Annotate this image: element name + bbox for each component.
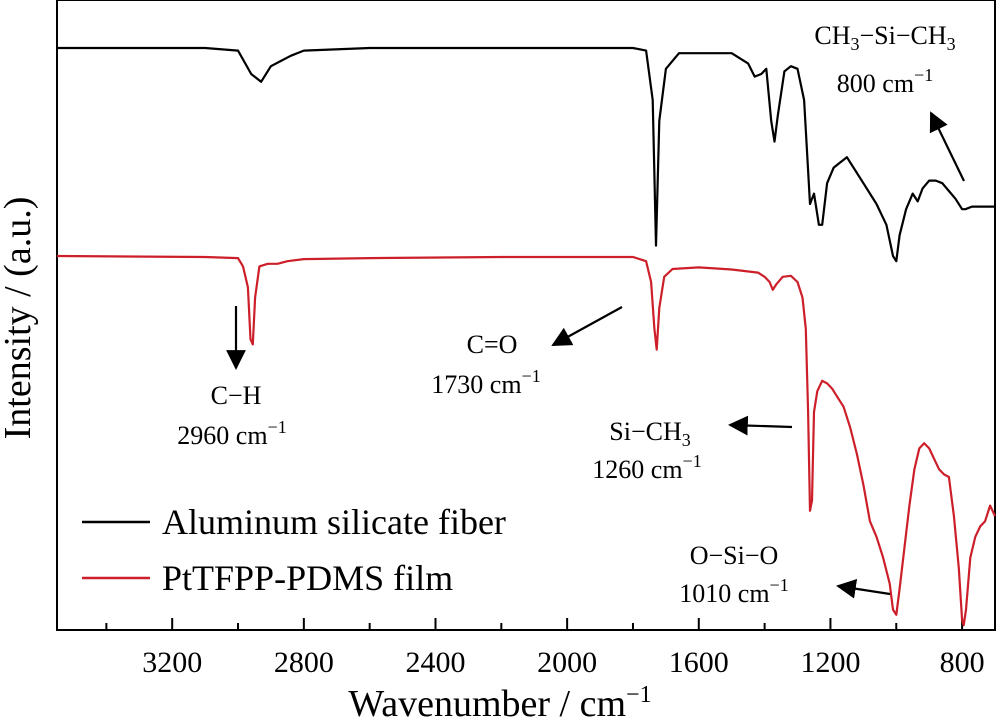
x-tick-label: 2400 bbox=[405, 646, 465, 679]
x-axis-ticks: 3200 2800 2400 2000 1600 1200 800 bbox=[105, 618, 985, 679]
annotation-arrow-sich3 bbox=[728, 415, 793, 436]
legend-label-pttfpp: PtTFPP-PDMS film bbox=[162, 558, 453, 598]
plot-frame bbox=[56, 0, 996, 631]
annotation-label-co: C=O bbox=[467, 330, 518, 359]
y-axis-title: Intensity / (a.u.) bbox=[0, 197, 39, 440]
x-tick-label: 2800 bbox=[274, 646, 334, 679]
annotation-arrow-ch3sich3 bbox=[929, 111, 965, 182]
legend-label-aluminum: Aluminum silicate fiber bbox=[162, 502, 506, 542]
annotation-value-sich3: 1260 cm−1 bbox=[592, 451, 701, 484]
series-line-1 bbox=[56, 254, 996, 627]
annotation-label-osio: O−Si−O bbox=[690, 541, 779, 570]
x-tick-label: 800 bbox=[940, 646, 985, 679]
series-line-0 bbox=[57, 46, 995, 263]
annotation-label-ch: C−H bbox=[211, 381, 262, 410]
x-tick-label: 1200 bbox=[800, 646, 860, 679]
annotation-label-sich3: Si−CH3 bbox=[609, 417, 690, 450]
annotation-value-co: 1730 cm−1 bbox=[431, 366, 540, 399]
annotation-label-ch3sich3: CH3−Si−CH3 bbox=[814, 21, 955, 54]
x-tick-label: 1600 bbox=[669, 646, 729, 679]
annotation-value-ch3sich3: 800 cm−1 bbox=[837, 65, 933, 98]
annotation-osio: O−Si−O 1010 cm−1 bbox=[679, 541, 891, 608]
x-tick-label: 3200 bbox=[142, 646, 202, 679]
annotation-sich3: Si−CH3 1260 cm−1 bbox=[592, 415, 793, 484]
x-axis-title: Wavenumber / cm−1 bbox=[348, 682, 651, 724]
annotation-value-ch: 2960 cm−1 bbox=[177, 417, 286, 450]
x-tick-label: 2000 bbox=[537, 646, 597, 679]
annotation-co: C=O 1730 cm−1 bbox=[431, 306, 623, 399]
series-layer bbox=[56, 46, 996, 627]
annotation-ch3sich3: CH3−Si−CH3 800 cm−1 bbox=[814, 21, 965, 182]
annotation-value-osio: 1010 cm−1 bbox=[679, 575, 788, 608]
annotation-arrow-osio bbox=[836, 578, 891, 599]
legend: Aluminum silicate fiber PtTFPP-PDMS film bbox=[82, 502, 506, 598]
annotation-ch: C−H 2960 cm−1 bbox=[177, 306, 287, 450]
annotation-arrow-co bbox=[551, 306, 623, 346]
